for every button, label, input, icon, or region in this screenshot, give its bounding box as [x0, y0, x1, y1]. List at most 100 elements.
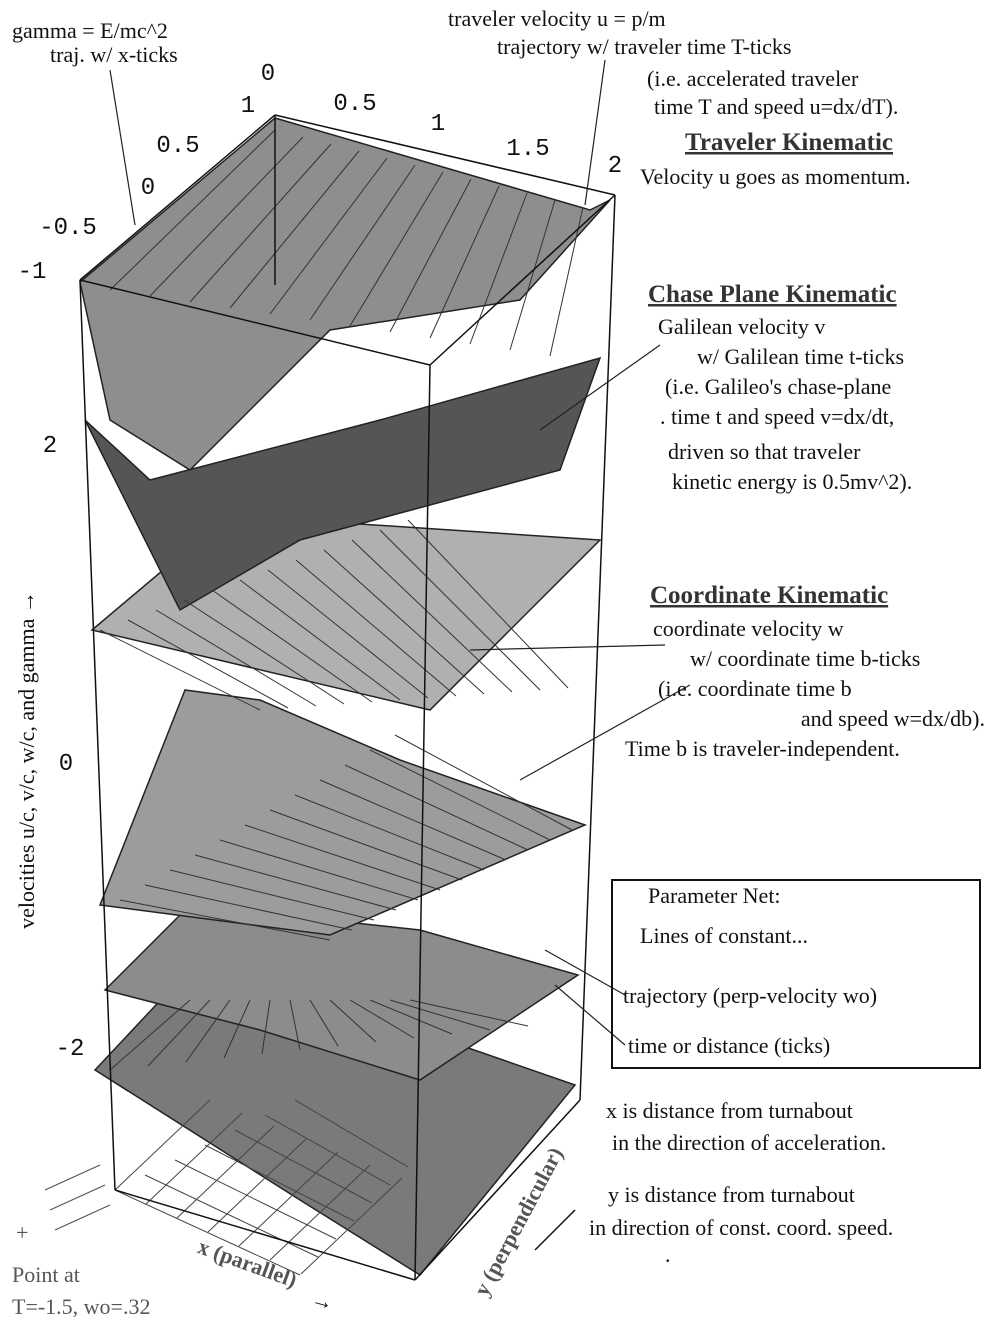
mesh-line	[394, 734, 573, 831]
legend-item: time or distance (ticks)	[628, 1033, 830, 1058]
mesh-line	[99, 629, 261, 711]
mesh-line	[349, 999, 415, 1039]
point-text: T=-1.5, wo=.32	[12, 1294, 150, 1319]
leader-line	[584, 59, 606, 206]
floor-grid	[204, 1144, 355, 1222]
mesh-line	[229, 150, 360, 309]
section-text: Galilean velocity v	[658, 314, 825, 339]
section-text: w/ coordinate time b-ticks	[690, 646, 920, 671]
mesh-line	[219, 839, 419, 901]
mesh-line	[329, 999, 377, 1043]
mesh-line	[294, 794, 485, 871]
mesh-line	[409, 999, 529, 1027]
floor-grid	[114, 1189, 301, 1276]
surface	[98, 689, 588, 936]
annotation: gamma = E/mc^2	[12, 18, 168, 43]
section-text: (i.e. Galileo's chase-plane	[665, 374, 891, 399]
mesh-line	[289, 999, 301, 1051]
mesh-line	[389, 178, 472, 333]
point-arrow	[54, 1204, 111, 1231]
legend-subtitle: Lines of constant...	[640, 923, 808, 948]
tick-label: 0.5	[333, 91, 376, 118]
note: y is distance from turnabout	[608, 1182, 855, 1207]
mesh-line	[194, 854, 397, 911]
box-edge	[79, 114, 276, 281]
section-text: coordinate velocity w	[653, 616, 844, 641]
floor-grid	[294, 1099, 409, 1168]
mesh-line	[349, 171, 444, 327]
mesh-line	[119, 899, 331, 941]
legend-title: Parameter Net:	[648, 883, 781, 908]
mesh-line	[269, 809, 463, 881]
mesh-line	[127, 619, 289, 709]
mesh-line	[109, 999, 191, 1071]
annotation: traveler velocity u = p/m	[448, 6, 666, 31]
box-edge	[429, 194, 616, 366]
section-text: Velocity u goes as momentum.	[640, 164, 911, 189]
mesh-line	[149, 136, 304, 297]
floor-grid	[207, 1138, 307, 1233]
legend-item: trajectory (perp-velocity wo)	[623, 983, 877, 1008]
mesh-line	[147, 999, 211, 1067]
floor-grid	[234, 1129, 373, 1204]
tick-label: -0.5	[39, 215, 97, 242]
mesh-line	[429, 185, 500, 339]
leader-line	[539, 344, 661, 431]
tick-label: -2	[56, 1036, 85, 1063]
legend-box	[611, 879, 981, 1069]
section-text: (i.e. coordinate time b	[658, 676, 852, 701]
section-text: Time b is traveler-independent.	[625, 736, 900, 761]
leader-line	[469, 644, 666, 651]
tick-label: 0	[141, 175, 155, 202]
surface	[79, 117, 611, 471]
note: in the direction of acceleration.	[612, 1130, 886, 1155]
tick-label: -1	[18, 259, 47, 286]
point-marker: +	[16, 1220, 28, 1245]
tick-label: 0.5	[156, 133, 199, 160]
tick-label: 1.5	[506, 136, 549, 163]
mesh-line	[309, 999, 339, 1047]
mesh-line	[244, 824, 441, 891]
annotation: (i.e. accelerated traveler	[647, 66, 859, 91]
floor-grid	[176, 1125, 275, 1219]
point-arrow	[44, 1164, 101, 1191]
annotation: traj. w/ x-ticks	[50, 42, 178, 67]
axis-arrow-line	[534, 1209, 576, 1251]
mesh-line	[109, 129, 276, 291]
section-title: Traveler Kinematic	[685, 129, 893, 156]
box-edge	[274, 114, 616, 196]
floor-grid	[145, 1112, 243, 1205]
section-text: w/ Galilean time t-ticks	[697, 344, 904, 369]
leader-line	[554, 984, 626, 1046]
point-text: Point at	[12, 1262, 80, 1287]
box-edge	[414, 1099, 581, 1281]
floor-grid	[264, 1114, 391, 1186]
section-title: Chase Plane Kinematic	[648, 281, 897, 308]
note: x is distance from turnabout	[606, 1098, 853, 1123]
leader-line	[109, 69, 136, 226]
mesh-line	[369, 749, 551, 841]
floor-grid	[238, 1151, 339, 1247]
mesh-line	[144, 884, 353, 931]
mesh-line	[169, 869, 375, 921]
section-text: kinetic energy is 0.5mv^2).	[672, 469, 912, 494]
mesh-line	[309, 164, 416, 321]
annotation: time T and speed u=dx/dT).	[654, 94, 898, 119]
mesh-line	[344, 764, 529, 851]
mesh-line	[267, 569, 429, 699]
tick-label: 0	[59, 751, 73, 778]
mesh-line	[389, 999, 491, 1031]
floor-grid	[174, 1159, 337, 1240]
box-edge	[414, 364, 431, 1281]
section-text: and speed w=dx/db).	[801, 706, 985, 731]
box-edge	[79, 279, 431, 366]
surface	[84, 356, 602, 612]
point-arrow	[49, 1184, 106, 1211]
box-edge	[114, 1189, 416, 1281]
tick-label: 1	[431, 111, 445, 138]
note: .	[665, 1242, 671, 1267]
floor-grid	[269, 1164, 371, 1261]
tick-label: 0	[261, 61, 275, 88]
mesh-line	[183, 599, 345, 705]
